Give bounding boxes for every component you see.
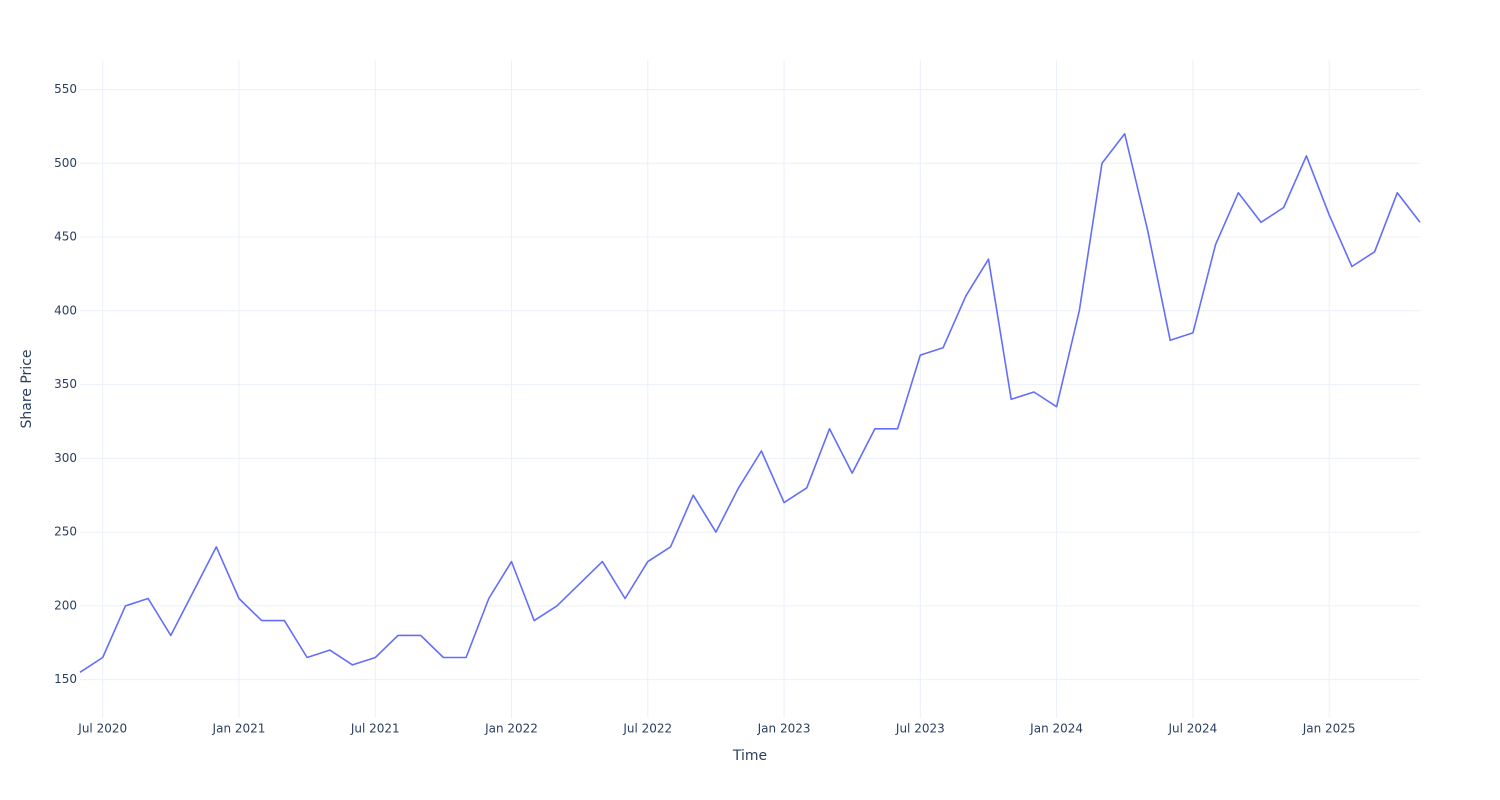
x-tick-label: Jan 2025 xyxy=(1302,722,1356,736)
x-tick-label: Jul 2024 xyxy=(1167,722,1217,736)
y-tick-label: 450 xyxy=(54,230,77,244)
y-tick-label: 400 xyxy=(54,303,77,317)
x-tick-label: Jul 2023 xyxy=(895,722,945,736)
x-axis-title: Time xyxy=(732,748,767,764)
x-tick-label: Jan 2024 xyxy=(1029,722,1083,736)
x-tick-label: Jan 2022 xyxy=(484,722,538,736)
x-tick-label: Jan 2021 xyxy=(212,722,266,736)
y-tick-label: 300 xyxy=(54,451,77,465)
y-tick-label: 500 xyxy=(54,156,77,170)
y-tick-label: 150 xyxy=(54,672,77,686)
y-tick-label: 350 xyxy=(54,377,77,391)
y-axis-title: Share Price xyxy=(19,349,35,428)
price-line xyxy=(79,133,1421,673)
y-tick-label: 200 xyxy=(54,598,77,612)
x-tick-label: Jul 2020 xyxy=(77,722,127,736)
x-tick-label: Jul 2022 xyxy=(622,722,672,736)
y-tick-label: 550 xyxy=(54,82,77,96)
x-tick-label: Jul 2021 xyxy=(350,722,400,736)
x-tick-label: Jan 2023 xyxy=(757,722,811,736)
y-tick-label: 250 xyxy=(54,525,77,539)
